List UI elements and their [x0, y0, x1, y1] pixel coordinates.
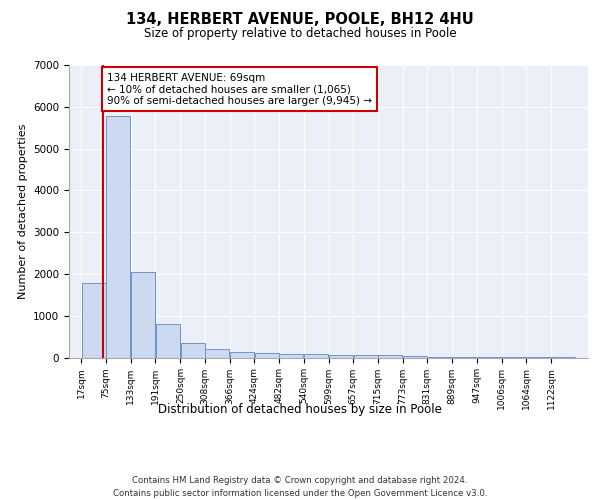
Bar — [155, 324, 180, 358]
Text: Contains HM Land Registry data © Crown copyright and database right 2024.
Contai: Contains HM Land Registry data © Crown c… — [113, 476, 487, 498]
Text: 134 HERBERT AVENUE: 69sqm
← 10% of detached houses are smaller (1,065)
90% of se: 134 HERBERT AVENUE: 69sqm ← 10% of detac… — [107, 72, 372, 106]
Bar — [254, 354, 279, 358]
Text: Distribution of detached houses by size in Poole: Distribution of detached houses by size … — [158, 402, 442, 415]
Bar — [230, 352, 254, 358]
Text: 134, HERBERT AVENUE, POOLE, BH12 4HU: 134, HERBERT AVENUE, POOLE, BH12 4HU — [126, 12, 474, 28]
Bar — [131, 272, 155, 358]
Bar — [279, 354, 304, 358]
Bar — [82, 283, 106, 358]
Y-axis label: Number of detached properties: Number of detached properties — [17, 124, 28, 299]
Bar — [403, 356, 427, 358]
Bar — [329, 354, 353, 358]
Bar — [106, 116, 130, 358]
Bar — [452, 357, 476, 358]
Bar — [304, 354, 328, 358]
Text: Size of property relative to detached houses in Poole: Size of property relative to detached ho… — [143, 28, 457, 40]
Bar — [353, 355, 378, 358]
Bar — [205, 349, 229, 358]
Bar — [378, 356, 403, 358]
Bar — [181, 343, 205, 357]
Bar — [428, 356, 452, 358]
